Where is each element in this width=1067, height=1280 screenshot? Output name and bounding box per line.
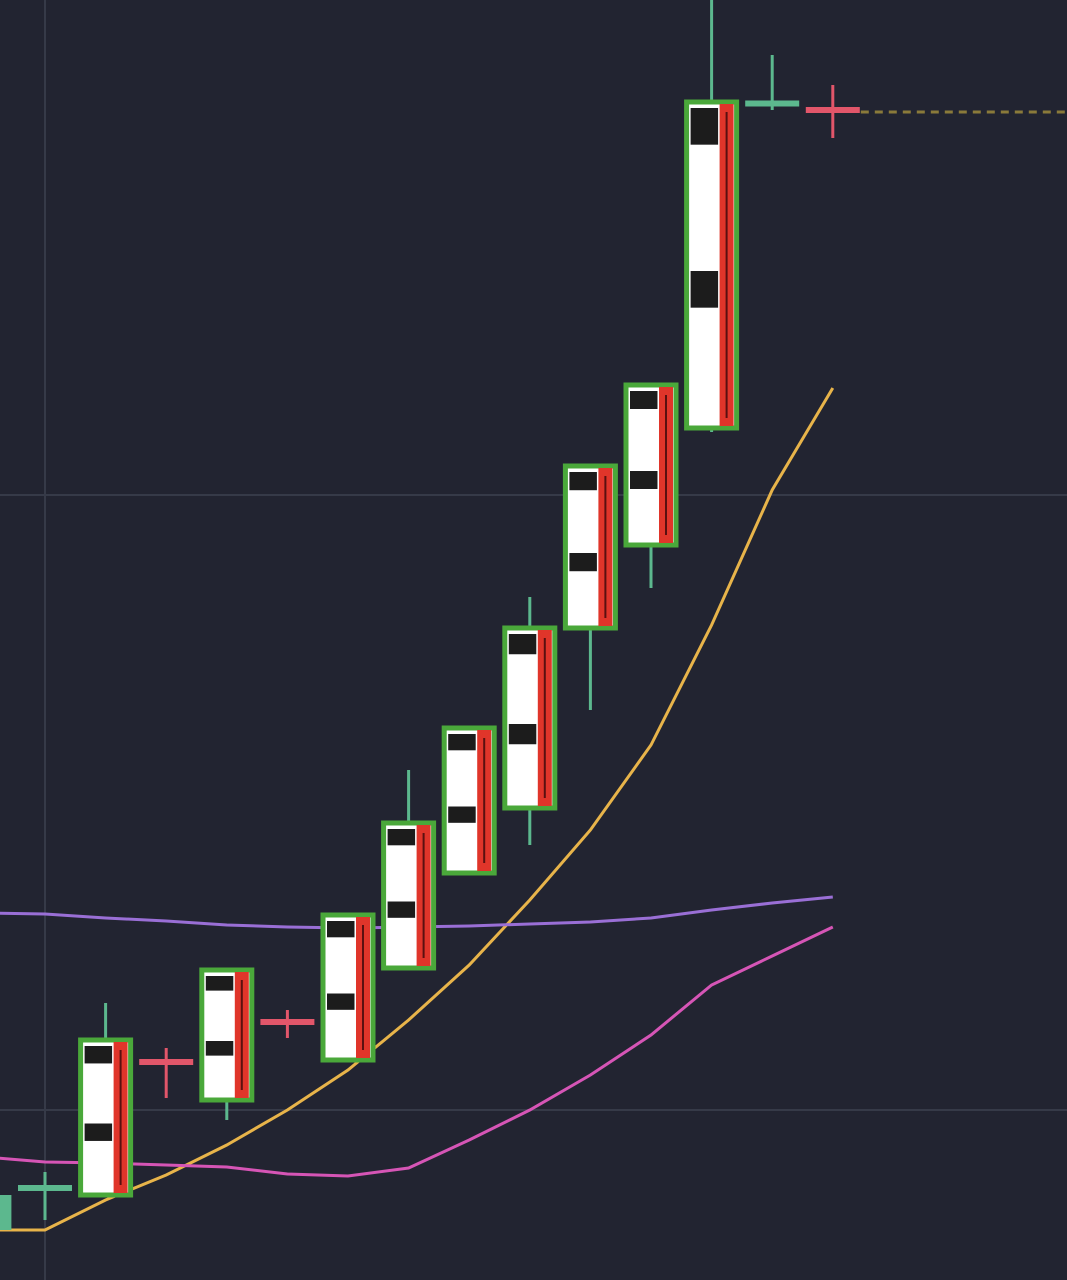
body-block [690,108,719,145]
body-block [205,976,234,991]
body-block [327,921,355,938]
candle-body [745,100,800,107]
candle-body [139,1059,194,1065]
candle-body [260,1019,315,1025]
body-block [205,1041,234,1056]
body-block [690,271,719,308]
body-block [84,1046,113,1064]
body-block [569,553,597,572]
body-block [508,724,537,745]
body-block [630,391,658,409]
body-block [508,634,537,655]
body-block [630,471,658,489]
body-block [448,806,476,823]
body-block [387,901,416,918]
body-block [569,472,597,491]
candle-body [0,1195,12,1230]
body-block [84,1123,113,1141]
body-block [448,734,476,751]
body-block [327,993,355,1010]
candle-body [18,1185,72,1191]
candle-body [805,107,860,113]
body-block [387,829,416,846]
